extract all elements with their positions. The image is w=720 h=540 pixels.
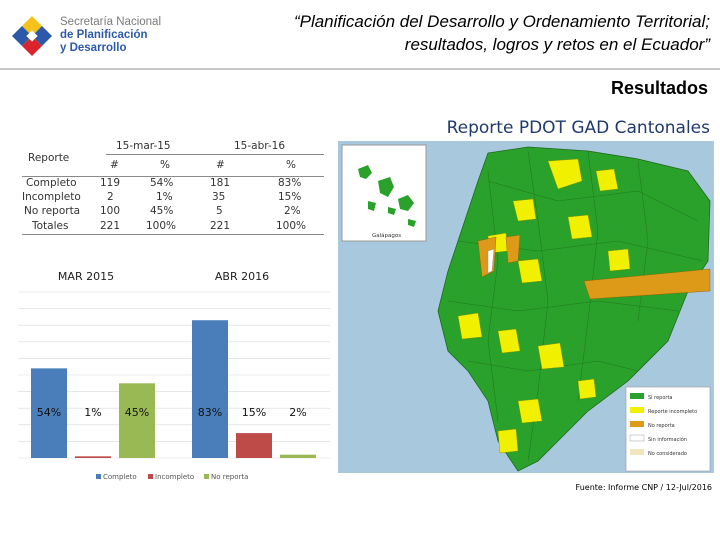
chart-data-label: 54% [37,406,61,419]
chart-data-label: 15% [242,406,266,419]
legend-label-sin-info: Sin información [648,436,687,443]
chart-bar [75,456,111,458]
chart-data-label: 2% [289,406,306,419]
legend-swatch-incompleto [630,407,644,413]
legend-label-no-considerado: No considerado [648,451,687,457]
chart-legend-label: Incompleto [155,473,194,481]
table-row-label: No reporta [24,205,81,217]
table-col-n-mar: # [110,159,119,171]
table-cell: 221 [210,220,231,232]
galapagos-islands [358,165,416,227]
table-rule [22,176,324,177]
galapagos-label: Galápagos [372,232,401,239]
chart-group-title: ABR 2016 [215,270,269,283]
logo-line-1: Secretaría Nacional [60,16,161,28]
header-divider [0,68,720,70]
table-cell: 15% [278,191,302,203]
chart-bar [31,368,67,458]
chart-bar [119,383,155,458]
table-row-label: Completo [26,177,77,189]
chart-data-label: 83% [198,406,222,419]
table-row-label: Totales [32,220,69,232]
chart-bar [236,433,272,458]
legend-swatch-no-considerado [630,449,644,455]
legend-label-reporta: Si reporta [648,395,673,401]
chart-bar [192,320,228,458]
table-row-label: Incompleto [22,191,81,203]
legend-swatch-sin-info [629,434,645,442]
chart-data-label: 1% [84,406,101,419]
table-cell: 83% [278,177,302,189]
table-col-pct-mar: % [160,159,170,171]
table-cell: 181 [210,177,231,189]
chart-group-title: MAR 2015 [58,270,114,283]
table-cell: 54% [150,177,174,189]
summary-table: Reporte 15-mar-15 15-abr-16 # % # % Comp… [22,140,328,236]
chart-legend-swatch [204,474,209,479]
section-title: Resultados [610,78,708,98]
chart-legend-label: No reporta [211,473,248,481]
table-cell: 119 [100,177,121,189]
table-row-header: Reporte [28,152,70,164]
table-cell: 35 [212,191,226,203]
logo-mark-icon [12,16,52,56]
logo-text: Secretaría Nacional de Planificación y D… [60,16,161,55]
slide-title-line-1: “Planificación del Desarrollo y Ordenami… [293,12,710,31]
table-cell: 221 [100,220,121,232]
map-legend-box [625,386,711,472]
legend-swatch-reporta [630,393,644,399]
table-cell: 2% [284,205,301,217]
logo-line-2: de Planificación [60,29,148,41]
table-col-pct-abr: % [286,159,296,171]
table-cell: 100% [276,220,307,232]
table-period-mar: 15-mar-15 [116,140,171,152]
senplades-logo: Secretaría Nacional de Planificación y D… [10,12,190,58]
table-cell: 5 [216,205,223,217]
chart-bar [280,454,316,458]
table-cell: 1% [156,191,173,203]
chart-legend-swatch [148,474,153,479]
chart-legend-swatch [96,474,101,479]
slide-title-line-2: resultados, logros y retos en el Ecuador… [404,35,710,54]
table-cell: 100 [100,205,121,217]
table-cell: 45% [150,205,174,217]
logo-line-3: y Desarrollo [60,42,127,54]
table-rule [22,234,324,235]
slide-title: “Planificación del Desarrollo y Ordenami… [190,10,710,56]
table-col-n-abr: # [216,159,225,171]
legend-label-no-reporta: No reporta [648,423,675,429]
report-bar-chart: MAR 2015 ABR 2016 54% 83% 1% 15% 45% 2% Completo… [18,270,330,481]
table-cell: 100% [146,220,177,232]
mainland [437,146,711,472]
table-rule [106,154,324,155]
map-legend: Si reporta Reporte incompleto No reporta… [625,386,711,472]
chart-data-label: 45% [125,406,149,419]
source-note: Fuente: Informe CNP / 12-Jul/2016 [575,483,712,492]
legend-swatch-no-reporta [630,421,644,427]
table-period-abr: 15-abr-16 [234,140,286,152]
table-cell: 2 [107,191,114,203]
report-title: Reporte PDOT GAD Cantonales [446,118,710,138]
chart-legend-label: Completo [103,473,137,481]
ecuador-map: Galápagos [338,141,714,473]
legend-label-incompleto: Reporte incompleto [648,409,697,415]
